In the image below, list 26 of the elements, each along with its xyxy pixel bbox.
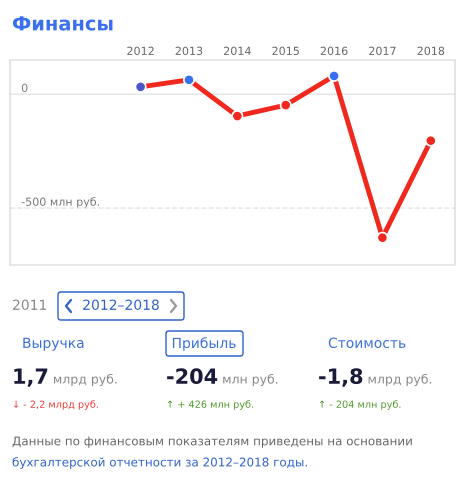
x-tick-label: 2015: [272, 46, 299, 56]
text: -1,8: [319, 368, 362, 387]
y-tick-label: -500 млн руб.: [22, 197, 99, 208]
text: 2011: [13, 300, 46, 310]
chart-title: Финансы: [12, 16, 112, 31]
text: ↑ - 204 млн руб.: [320, 400, 400, 410]
text: ↓ - 2,2 млрд руб.: [14, 400, 98, 410]
x-tick-label: 2017: [369, 46, 396, 56]
text: 2012–2018: [83, 300, 159, 310]
y-tick-label: 0: [22, 84, 28, 92]
text: млрд руб.: [54, 374, 117, 386]
text: млрд руб.: [368, 374, 432, 386]
x-tick-label: 2013: [176, 46, 202, 56]
x-tick-label: 2014: [224, 46, 251, 56]
text: ↑ + 426 млн руб.: [168, 400, 254, 410]
text: млн руб.: [223, 374, 278, 386]
text: бухгалтерской отчетности за 2012–2018 годы.: [12, 457, 307, 469]
text: Данные по финансовым показателям приведены на основании: [12, 436, 412, 448]
x-tick-label: 2012: [127, 46, 154, 56]
text: 1,7: [14, 368, 48, 387]
text: Стоимость: [328, 338, 406, 348]
x-tick-label: 2016: [320, 46, 348, 56]
text: -204: [167, 368, 218, 384]
x-tick-label: 2018: [417, 46, 444, 56]
text: Прибыль: [172, 337, 236, 351]
text: Выручка: [23, 338, 84, 351]
